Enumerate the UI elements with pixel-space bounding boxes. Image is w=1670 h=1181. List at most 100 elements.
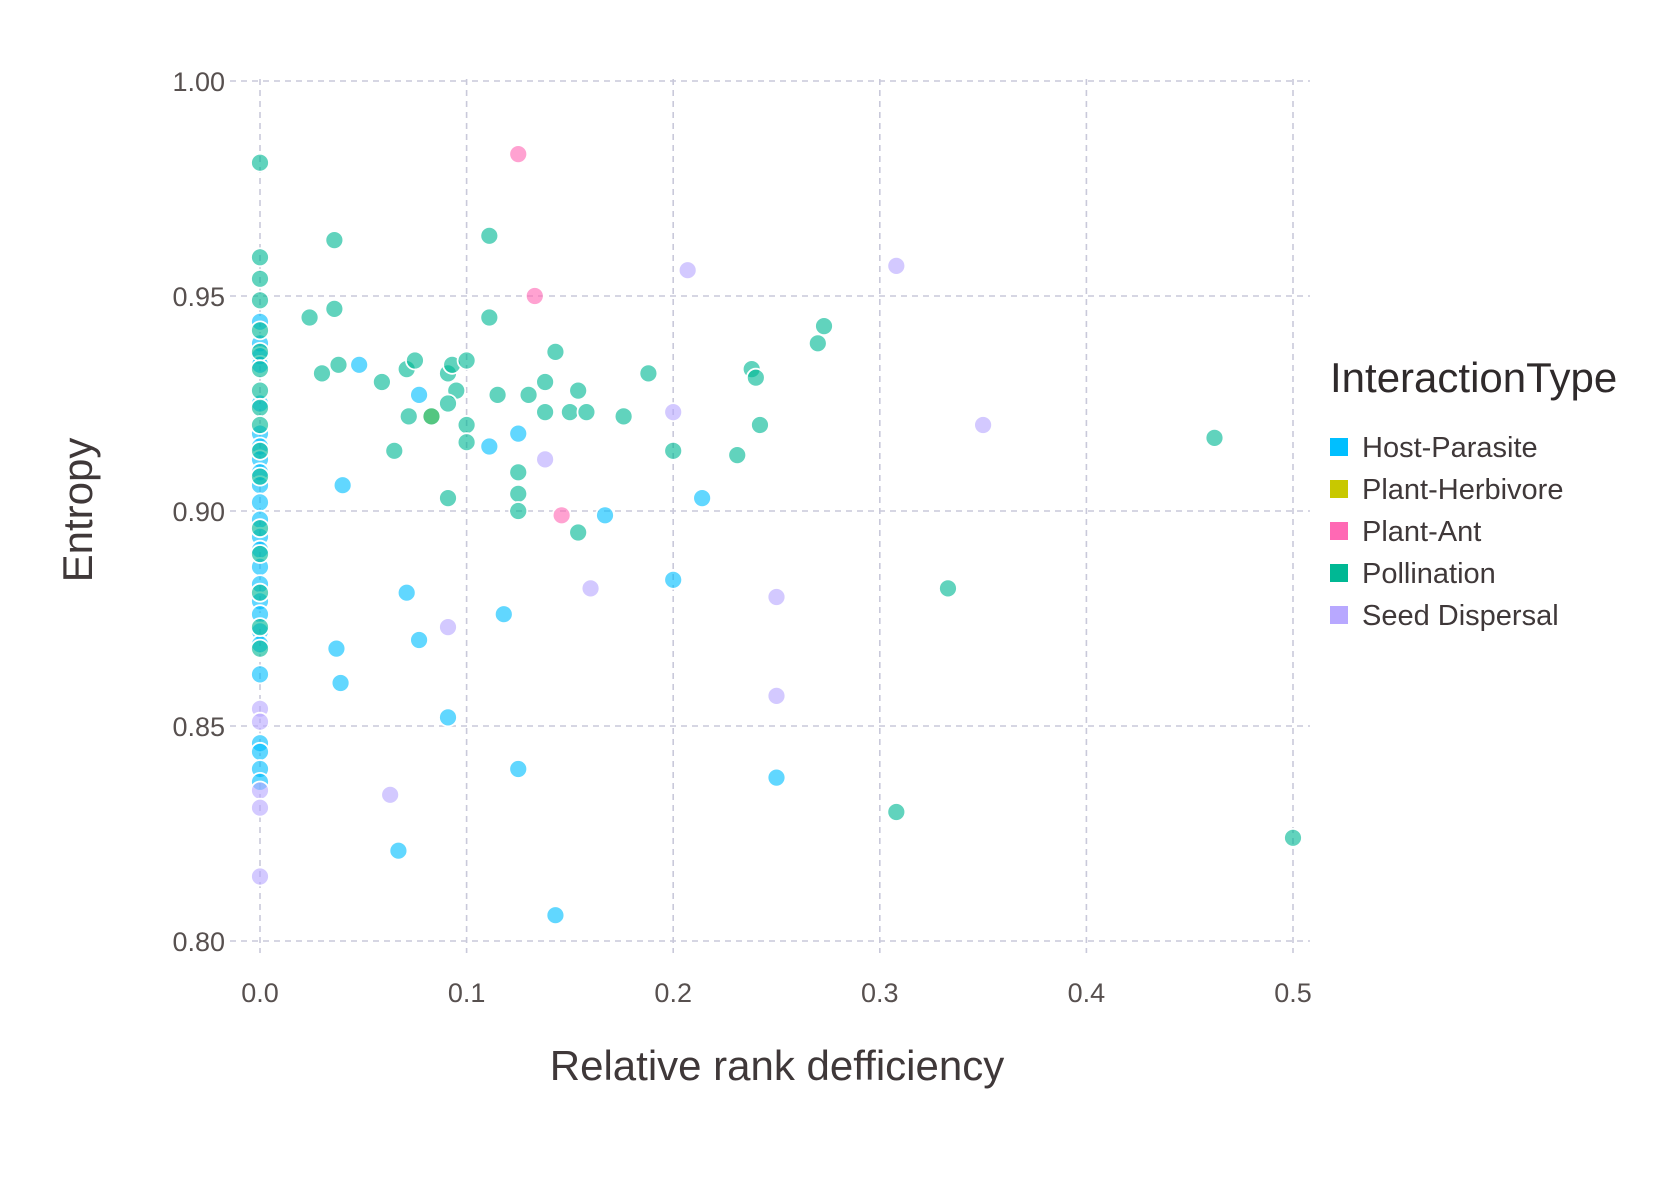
y-axis-title: Entropy (54, 438, 101, 583)
grid (230, 79, 1310, 953)
data-point (508, 501, 529, 521)
data-point (398, 406, 419, 427)
legend-label: Plant-Ant (1362, 516, 1481, 548)
data-point (479, 307, 500, 328)
data-point (409, 384, 429, 405)
data-point (560, 402, 580, 423)
data-point (250, 617, 270, 637)
data-points (250, 144, 1303, 926)
data-point (250, 638, 270, 659)
data-point (438, 617, 458, 637)
x-tick-label: 0.4 (1068, 978, 1106, 1008)
data-point (250, 152, 270, 173)
data-point (766, 587, 787, 607)
data-point (663, 402, 684, 423)
legend-swatch (1330, 480, 1348, 498)
y-axis-ticks: 0.80 0.85 0.90 0.95 1.00 (172, 67, 225, 957)
data-point (508, 483, 529, 504)
data-point (250, 544, 270, 564)
data-point (814, 316, 834, 337)
data-point (508, 759, 529, 779)
data-point (250, 797, 270, 818)
data-point (493, 604, 514, 625)
data-point (312, 363, 332, 384)
data-point (568, 380, 589, 401)
legend-label: Pollination (1362, 558, 1496, 590)
series-plant-ant (508, 144, 572, 526)
legend-entries: Host-Parasite Plant-Herbivore Plant-Ant Pol… (1330, 432, 1563, 632)
y-tick-label: 0.95 (172, 282, 225, 312)
data-point (508, 423, 529, 444)
data-point (663, 569, 684, 590)
x-axis-title: Relative rank defficiency (550, 1042, 1004, 1089)
data-point (250, 582, 270, 603)
data-point (1204, 427, 1225, 448)
data-point (638, 363, 659, 384)
data-point (396, 582, 417, 603)
data-point (250, 415, 270, 435)
data-point (568, 522, 589, 543)
x-axis-ticks: 0.0 0.1 0.2 0.3 0.4 0.5 (241, 978, 1312, 1008)
data-point (409, 630, 429, 650)
data-point (250, 492, 270, 513)
data-point (766, 686, 787, 706)
data-point (545, 905, 566, 926)
x-tick-label: 0.2 (654, 978, 692, 1008)
data-point (250, 380, 270, 401)
y-tick-label: 0.85 (172, 712, 225, 742)
data-point (250, 711, 270, 732)
data-point (456, 415, 477, 435)
data-point (299, 307, 320, 328)
series-seed-dispersal (250, 255, 993, 887)
y-tick-label: 0.80 (172, 927, 225, 957)
data-point (1283, 827, 1303, 848)
data-point (456, 350, 477, 371)
data-point (250, 866, 270, 887)
legend-title: InteractionType (1330, 354, 1617, 401)
data-point (250, 320, 270, 341)
legend-swatch (1330, 606, 1348, 624)
data-point (384, 440, 405, 461)
data-point (545, 341, 566, 362)
data-point (479, 436, 500, 457)
data-point (438, 707, 458, 728)
data-point (745, 367, 766, 388)
legend-swatch (1330, 564, 1348, 582)
y-tick-label: 1.00 (172, 67, 225, 97)
data-point (371, 372, 392, 392)
data-point (330, 673, 351, 693)
series-pollination (250, 152, 1303, 848)
data-point (250, 664, 270, 685)
data-point (886, 255, 907, 276)
data-point (324, 230, 345, 251)
data-point (886, 802, 907, 822)
data-point (438, 488, 458, 509)
data-point (576, 402, 597, 423)
legend: InteractionType Host-Parasite Plant-Herbi… (1330, 354, 1617, 632)
data-point (250, 359, 270, 380)
data-point (613, 406, 634, 427)
legend-swatch (1330, 522, 1348, 540)
x-tick-label: 0.3 (861, 978, 899, 1008)
data-point (479, 225, 500, 246)
data-point (535, 372, 556, 392)
data-point (524, 286, 545, 306)
data-point (326, 638, 347, 659)
data-point (250, 341, 270, 362)
data-point (938, 578, 958, 599)
data-point (250, 741, 270, 762)
data-point (487, 384, 508, 405)
legend-label: Seed Dispersal (1362, 600, 1559, 632)
data-point (349, 354, 370, 375)
data-point (692, 488, 713, 509)
x-tick-label: 0.5 (1274, 978, 1312, 1008)
data-point (595, 505, 615, 526)
data-point (518, 384, 539, 405)
data-point (405, 350, 425, 371)
data-point (508, 462, 529, 483)
data-point (508, 144, 529, 165)
data-point (250, 466, 270, 487)
data-point (973, 415, 993, 435)
data-point (766, 767, 787, 788)
